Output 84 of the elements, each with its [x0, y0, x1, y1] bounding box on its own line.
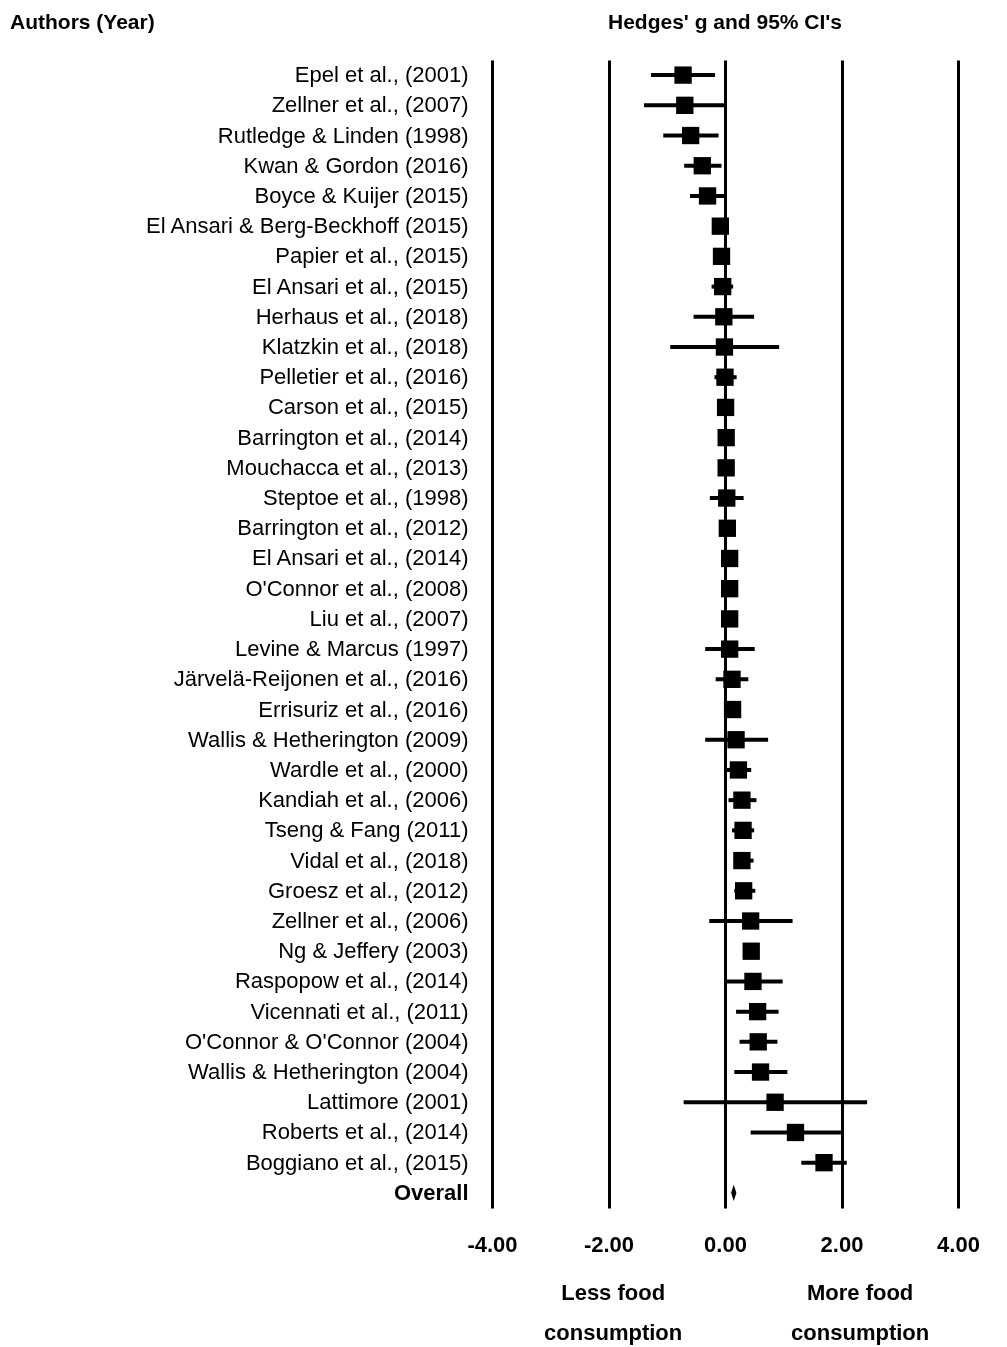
y-tick-label: El Ansari & Berg-Beckhoff (2015) [146, 213, 469, 239]
point [674, 66, 692, 84]
point [815, 1154, 833, 1172]
y-tick-label: Zellner et al., (2007) [271, 92, 469, 118]
y-tick-label: Steptoe et al., (1998) [263, 485, 469, 511]
y-tick-label: Lattimore (2001) [307, 1089, 469, 1115]
point [729, 761, 748, 779]
y-tick-label: Barrington et al., (2012) [237, 515, 469, 541]
y-tick-label: Mouchacca et al., (2013) [226, 454, 469, 480]
y-tick-label: Zellner et al., (2006) [271, 908, 469, 933]
y-tick-label: Tseng & Fang (2011) [264, 817, 469, 843]
point [717, 428, 735, 447]
y-tick-label: Pelletier et al., (2016) [259, 364, 469, 390]
point [711, 217, 729, 235]
y-tick-label: Vicennati et al., (2011) [250, 998, 469, 1024]
y-tick-label: Carson et al., (2015) [267, 394, 469, 420]
point [744, 972, 762, 991]
y-tick-label: Wallis & Hetherington (2004) [188, 1059, 469, 1085]
x-tick-label: -4.00 [467, 1231, 518, 1257]
point [721, 580, 739, 598]
y-tick-label: El Ansari et al., (2014) [252, 545, 469, 571]
point [734, 882, 753, 900]
y-tick-label: Overall [393, 1179, 469, 1205]
x-tick-label: -2.00 [583, 1231, 635, 1257]
y-tick-label: Errisuriz et al., (2016) [258, 696, 469, 722]
y-tick-label: Liu et al., (2007) [309, 605, 469, 631]
y-tick-label: O'Connor et al., (2008) [245, 575, 469, 601]
point [698, 187, 717, 205]
y-tick-label: Wallis & Hetherington (2009) [188, 726, 469, 752]
x-tick-label: 4.00 [937, 1231, 980, 1257]
y-tick-label: Levine & Marcus (1997) [234, 636, 469, 662]
point [721, 610, 739, 628]
y-tick-label: Ng & Jeffery (2003) [278, 938, 469, 964]
point [718, 519, 736, 537]
y-tick-label: Raspopow et al., (2014) [234, 968, 469, 994]
point [734, 821, 752, 840]
point [741, 912, 760, 930]
point [727, 731, 745, 749]
point [742, 942, 760, 960]
point [766, 1093, 784, 1111]
y-tick-label: Boyce & Kuijer (2015) [254, 182, 469, 208]
text: Authors (Year) [10, 10, 155, 33]
x-tick-label: 2.00 [820, 1231, 864, 1257]
point [715, 338, 734, 356]
y-tick-label: Groesz et al., (2012) [267, 877, 469, 903]
y-tick-label: El Ansari et al., (2015) [252, 273, 469, 299]
point [718, 489, 736, 507]
y-tick-label: Järvelä-Reijonen et al., (2016) [173, 666, 469, 692]
point [716, 368, 734, 386]
y-tick-label: O'Connor & O'Connor (2004) [184, 1028, 469, 1054]
y-tick-label: Rutledge & Linden (1998) [217, 122, 469, 148]
point [716, 398, 735, 417]
point [733, 791, 751, 809]
y-tick-label: Herhaus et al., (2018) [255, 303, 469, 329]
point [693, 157, 711, 175]
y-tick-label: Papier et al., (2015) [275, 243, 469, 269]
point [681, 126, 700, 145]
point [786, 1123, 805, 1142]
y-tick-label: Epel et al., (2001) [294, 62, 469, 88]
point [748, 1002, 767, 1021]
y-tick-label: Kwan & Gordon (2016) [243, 152, 469, 178]
point [714, 277, 732, 296]
point [723, 670, 741, 688]
point [715, 308, 733, 326]
point [712, 247, 731, 266]
point [733, 851, 751, 870]
y-tick-label: Kandiah et al., (2006) [258, 787, 469, 813]
y-tick-label: Wardle et al., (2000) [270, 756, 469, 782]
x-tick-label: 0.00 [704, 1231, 747, 1257]
y-tick-label: Roberts et al., (2014) [261, 1119, 469, 1145]
y-tick-label: Barrington et al., (2014) [237, 424, 469, 450]
y-tick-label: Vidal et al., (2018) [290, 847, 469, 873]
point [717, 459, 735, 477]
point [721, 640, 739, 658]
y-tick-label: Boggiano et al., (2015) [245, 1149, 469, 1175]
point [676, 96, 694, 114]
point [751, 1063, 770, 1081]
text: Less food consumption [544, 1280, 683, 1345]
text: More food consumption [791, 1280, 930, 1345]
chart-title: Hedges' g and 95% CI's [607, 10, 843, 33]
point [723, 700, 742, 719]
point [749, 1033, 767, 1051]
y-tick-label: Klatzkin et al., (2018) [261, 334, 469, 359]
point [721, 549, 739, 568]
